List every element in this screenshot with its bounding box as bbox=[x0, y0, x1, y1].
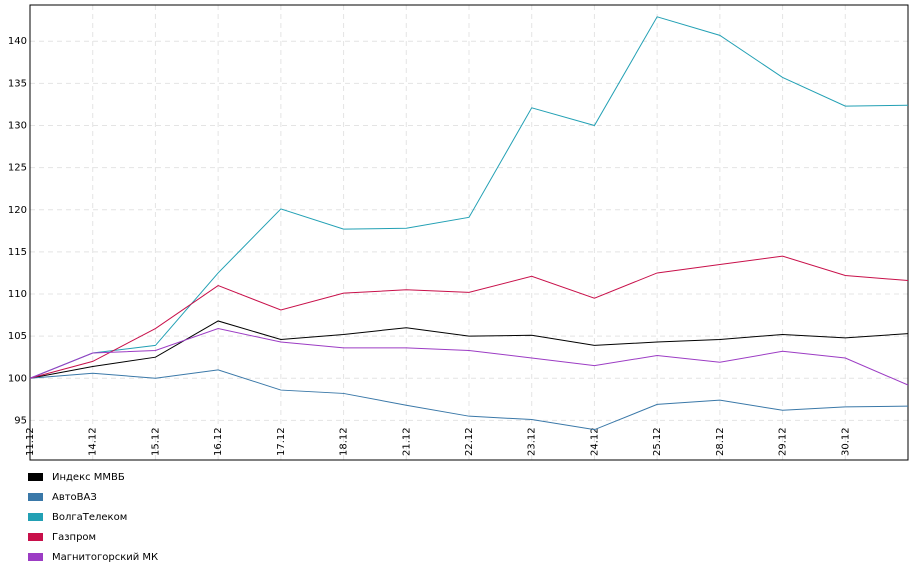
y-tick-label: 140 bbox=[8, 36, 27, 47]
y-tick-label: 135 bbox=[8, 78, 27, 89]
x-tick-label: 22.12 bbox=[464, 427, 475, 456]
series-line bbox=[29, 369, 909, 431]
y-tick-label: 130 bbox=[8, 120, 27, 131]
y-tick-label: 95 bbox=[14, 415, 27, 426]
x-tick-label: 18.12 bbox=[339, 427, 350, 456]
x-tick-label: 15.12 bbox=[150, 427, 161, 456]
legend-swatch bbox=[28, 493, 43, 501]
plot-frame bbox=[29, 4, 909, 461]
y-tick-label: 105 bbox=[8, 331, 27, 342]
legend-label: ВолгаТелеком bbox=[52, 512, 127, 523]
y-tick-label: 115 bbox=[8, 247, 27, 258]
legend-label: Индекс ММВБ bbox=[52, 472, 125, 483]
x-tick-label: 24.12 bbox=[589, 427, 600, 456]
legend-swatch bbox=[28, 513, 43, 521]
series-line bbox=[29, 320, 909, 379]
y-tick-label: 125 bbox=[8, 163, 27, 174]
series-line bbox=[29, 255, 909, 379]
y-tick-label: 100 bbox=[8, 373, 27, 384]
x-tick-label: 17.12 bbox=[276, 427, 287, 456]
x-tick-label: 23.12 bbox=[527, 427, 538, 456]
y-tick-label: 110 bbox=[8, 289, 27, 300]
legend-label: Магнитогорский МК bbox=[52, 552, 158, 563]
x-tick-label: 30.12 bbox=[840, 427, 851, 456]
legend-label: АвтоВАЗ bbox=[52, 492, 97, 503]
x-tick-label: 29.12 bbox=[778, 427, 789, 456]
legend-swatch bbox=[28, 473, 43, 481]
legend-label: Газпром bbox=[52, 532, 96, 543]
x-tick-label: 25.12 bbox=[652, 427, 663, 456]
x-tick-label: 16.12 bbox=[213, 427, 224, 456]
x-tick-label: 28.12 bbox=[715, 427, 726, 456]
series-line bbox=[29, 16, 909, 379]
legend-swatch bbox=[28, 553, 43, 561]
series-line bbox=[29, 328, 909, 386]
x-tick-label: 21.12 bbox=[401, 427, 412, 456]
legend-swatch bbox=[28, 533, 43, 541]
y-tick-label: 120 bbox=[8, 205, 27, 216]
x-tick-label: 14.12 bbox=[88, 427, 99, 456]
